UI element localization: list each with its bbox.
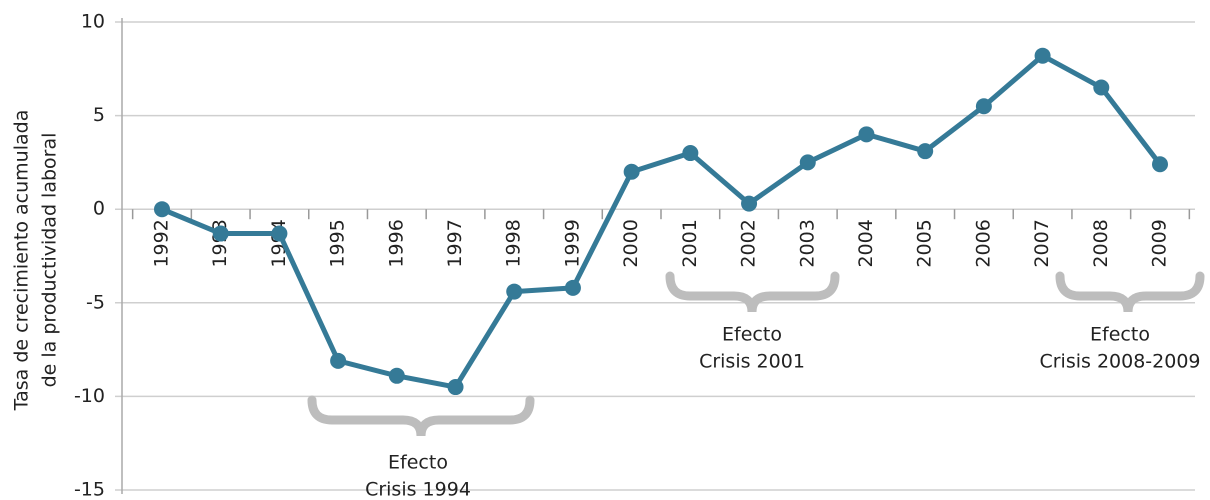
annotation: Crisis 2008-2009 (1039, 351, 1200, 373)
data-point (212, 225, 229, 242)
bracket (307, 395, 535, 437)
data-point (1152, 156, 1168, 173)
x-tick-label: 2009 (1149, 219, 1171, 267)
annotation: Crisis 2001 (699, 351, 805, 373)
annotation: Efecto (722, 324, 782, 346)
y-tick-label: 0 (93, 198, 105, 220)
x-tick-label: 2008 (1090, 219, 1112, 267)
data-point (917, 143, 934, 160)
x-tick-label: 2000 (620, 219, 642, 267)
data-point (858, 126, 875, 143)
x-tick-label: 2004 (855, 219, 877, 267)
bracket (1055, 271, 1205, 313)
data-point (1093, 79, 1110, 96)
x-tick-label: 1999 (561, 219, 583, 267)
x-tick-label: 1996 (385, 219, 407, 267)
data-point (506, 283, 523, 300)
data-point (799, 154, 816, 171)
annotation: Efecto (1090, 324, 1150, 346)
annotation: Crisis 1994 (365, 479, 471, 500)
x-tick-label: 2003 (796, 219, 818, 267)
data-point (447, 379, 464, 396)
y-axis-label: Tasa de crecimiento acumulada (11, 110, 33, 412)
x-tick-label: 2002 (738, 219, 760, 267)
data-point (682, 145, 699, 162)
series-line (161, 53, 1162, 390)
bracket (665, 271, 840, 313)
x-tick-label: 1995 (327, 219, 349, 267)
data-point (154, 201, 170, 218)
data-point (271, 225, 288, 242)
annotation: Efecto (388, 452, 448, 474)
data-point (388, 367, 405, 384)
x-tick-label: 2006 (972, 219, 994, 267)
y-tick-label: 5 (93, 104, 105, 126)
data-point (330, 352, 347, 369)
data-point (741, 195, 758, 212)
x-tick-label: 2007 (1031, 219, 1053, 267)
data-point (564, 279, 581, 296)
data-point (623, 163, 640, 180)
x-tick-label: 1997 (444, 219, 466, 267)
data-point (975, 98, 992, 115)
y-axis-label: de la productividad laboral (39, 133, 61, 388)
data-point (1034, 47, 1051, 64)
x-tick-label: 1998 (503, 219, 525, 267)
y-tick-label: 10 (81, 11, 105, 33)
y-tick-label: -5 (86, 291, 105, 313)
x-tick-label: 1992 (151, 219, 173, 267)
y-tick-label: -10 (74, 385, 105, 407)
x-tick-label: 2001 (679, 219, 701, 267)
x-tick-label: 2005 (914, 219, 936, 267)
y-tick-label: -15 (74, 479, 105, 500)
